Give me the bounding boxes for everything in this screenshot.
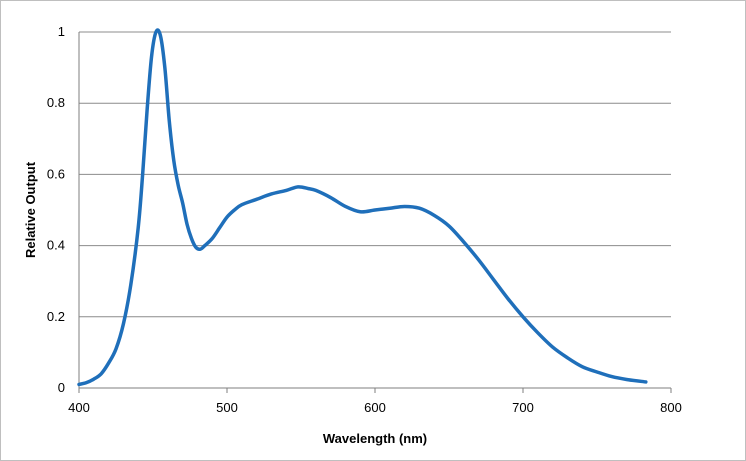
y-tick-label: 0 — [58, 380, 65, 395]
y-axis-title: Relative Output — [23, 161, 38, 258]
y-tick-label: 0.6 — [47, 166, 65, 181]
series-line-0 — [77, 28, 648, 387]
y-tick-label: 0.2 — [47, 309, 65, 324]
series-layer — [77, 28, 648, 387]
y-tick-label: 0.8 — [47, 95, 65, 110]
gridlines — [79, 31, 671, 318]
x-tick-label: 700 — [512, 400, 534, 415]
y-tick-label: 1 — [58, 24, 65, 39]
x-tick-label: 400 — [68, 400, 90, 415]
x-tick-label: 500 — [216, 400, 238, 415]
axes — [78, 32, 672, 393]
y-tick-label: 0.4 — [47, 238, 65, 253]
x-axis-title: Wavelength (nm) — [323, 431, 427, 446]
x-tick-label: 600 — [364, 400, 386, 415]
tick-labels: 0 0.2 0.4 0.6 0.8 1 400 500 600 700 800 — [47, 24, 682, 415]
x-tick-label: 800 — [660, 400, 682, 415]
